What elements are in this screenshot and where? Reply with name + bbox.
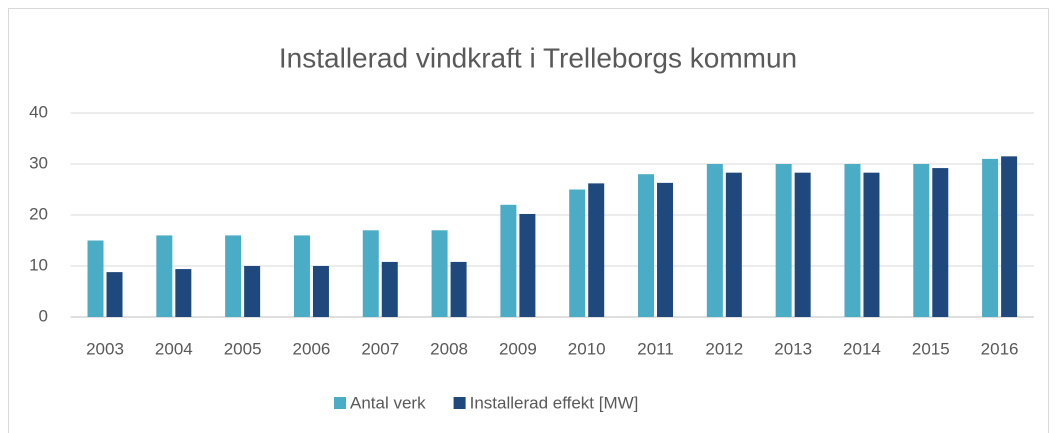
bar <box>225 235 242 317</box>
bar <box>244 266 261 317</box>
bar <box>1001 156 1018 317</box>
legend-label: Antal verk <box>350 393 426 412</box>
bar <box>863 172 880 317</box>
bar <box>519 213 536 317</box>
bar <box>500 204 517 317</box>
bar <box>638 174 655 317</box>
x-tick-label: 2003 <box>86 339 124 358</box>
legend-label: Installerad effekt [MW] <box>470 393 639 412</box>
bar <box>87 240 104 317</box>
x-tick-label: 2007 <box>361 339 399 358</box>
x-tick-label: 2013 <box>774 339 812 358</box>
y-tick-label: 20 <box>29 204 48 223</box>
bar <box>381 261 398 317</box>
y-tick-label: 40 <box>29 102 48 121</box>
x-tick-label: 2009 <box>499 339 537 358</box>
x-tick-label: 2016 <box>981 339 1019 358</box>
bar <box>725 172 742 317</box>
x-tick-label: 2012 <box>705 339 743 358</box>
bar <box>293 235 310 317</box>
x-tick-label: 2011 <box>637 339 674 358</box>
x-tick-label: 2005 <box>224 339 262 358</box>
bar <box>106 272 123 317</box>
bar <box>657 182 674 317</box>
y-tick-label: 0 <box>39 306 48 325</box>
bar <box>431 230 448 317</box>
bar <box>569 189 586 317</box>
bar <box>844 164 861 317</box>
bar <box>156 235 173 317</box>
bar <box>706 164 723 317</box>
legend-swatch <box>334 397 346 409</box>
y-tick-label: 30 <box>29 153 48 172</box>
x-tick-label: 2014 <box>843 339 881 358</box>
bar <box>775 164 792 317</box>
bar <box>362 230 379 317</box>
bar <box>932 168 949 317</box>
bar <box>794 172 811 317</box>
legend-swatch <box>453 397 466 409</box>
chart-title: Installerad vindkraft i Trelleborgs komm… <box>279 42 797 73</box>
bar <box>913 164 930 317</box>
bar <box>982 158 999 317</box>
bar <box>175 269 192 317</box>
x-tick-label: 2006 <box>293 339 331 358</box>
x-tick-label: 2010 <box>568 339 606 358</box>
x-tick-label: 2004 <box>155 339 193 358</box>
y-tick-label: 10 <box>29 255 48 274</box>
bar <box>312 266 329 317</box>
bar <box>588 183 605 317</box>
bar <box>450 261 467 317</box>
x-tick-label: 2015 <box>912 339 950 358</box>
x-tick-label: 2008 <box>430 339 468 358</box>
